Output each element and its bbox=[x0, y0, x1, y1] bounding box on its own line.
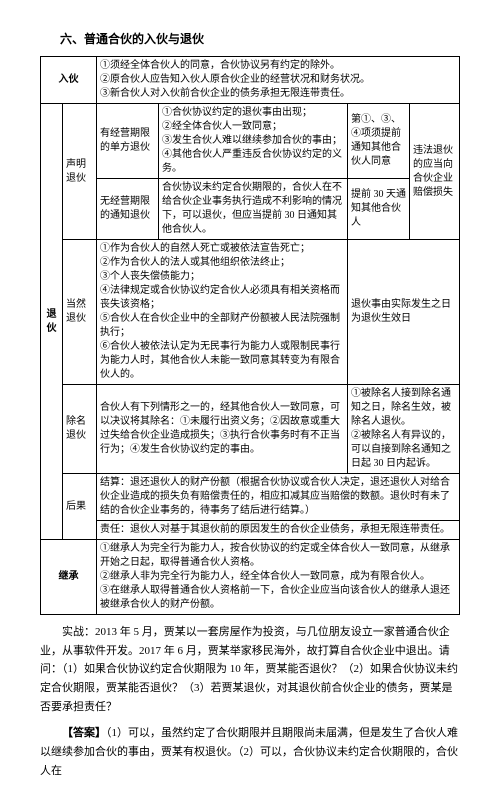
decl-r1-c1: 有经营期限的单方退伙 bbox=[97, 104, 159, 179]
decl-r1-c3: 第①、③、④项须提前通知其他合伙人同意 bbox=[348, 104, 410, 179]
decl-label: 声明退伙 bbox=[63, 104, 97, 240]
inh-body: ①继承人为完全行为能力人，按合伙协议的约定或全体合伙人一致同意，从继承开始之日起… bbox=[97, 540, 460, 615]
withdraw-label: 退伙 bbox=[41, 104, 63, 540]
case-p2: 【答案】（1）可以，虽然约定了合伙期限并且期限尚未届满，但是发生了合伙人难以继续… bbox=[40, 724, 460, 780]
answer-label: 【答案】 bbox=[62, 727, 106, 739]
decl-r2-c1: 无经营期限的通知退伙 bbox=[97, 179, 159, 240]
res-p2: 责任：退伙人对基于其退伙前的原因发生的合伙企业债务，承担无限连带责任。 bbox=[97, 521, 460, 540]
nat-right: 退伙事由实际发生之日为退伙生效日 bbox=[348, 240, 460, 385]
decl-r2-c2: 合伙协议未约定合伙期限的，合伙人在不给合伙企业事务执行造成不利影响的情况下，可以… bbox=[159, 179, 348, 240]
section-title: 六、普通合伙的入伙与退伙 bbox=[40, 30, 460, 48]
decl-r1-c2: ①合伙协议约定的退伙事由出现； ②经全体合伙人一致同意； ③发生合伙人难以继续参… bbox=[159, 104, 348, 179]
rem-left: 合伙人有下列情形之一的，经其他合伙人一致同意，可以决议将其除名：①未履行出资义务… bbox=[97, 385, 348, 474]
case-p1: 实战：2013 年 5 月，贾某以一套房屋作为投资，与几位朋友设立一家普通合伙企… bbox=[40, 623, 460, 716]
rem-right: ①被除名人接到除名通知之日，除名生效，被除名人退伙。 ②被除名人有异议的，可以自… bbox=[348, 385, 460, 474]
inh-label: 继承 bbox=[41, 540, 97, 615]
rem-label: 除名退伙 bbox=[63, 385, 97, 474]
res-label: 后果 bbox=[63, 474, 97, 540]
nat-body: ①作为合伙人的自然人死亡或被依法宣告死亡； ②作为合伙人的法人或其他组织依法终止… bbox=[97, 240, 348, 385]
decl-r-c4: 违法退伙的应当向合伙企业赔偿损失 bbox=[410, 104, 460, 240]
res-p1: 结算：退还退伙人的财产份额（根据合伙协议或合伙人决定，退还退伙人对给合伙企业造成… bbox=[97, 474, 460, 521]
decl-r2-c3: 提前 30 天通知其他合伙人 bbox=[348, 179, 410, 240]
join-label: 入伙 bbox=[41, 57, 97, 104]
main-table: 入伙 ①须经全体合伙人的同意，合伙协议另有约定的除外。 ②原合伙人应告知入伙人原… bbox=[40, 56, 460, 615]
nat-label: 当然退伙 bbox=[63, 240, 97, 385]
join-text: ①须经全体合伙人的同意，合伙协议另有约定的除外。 ②原合伙人应告知入伙人原合伙企… bbox=[97, 57, 460, 104]
